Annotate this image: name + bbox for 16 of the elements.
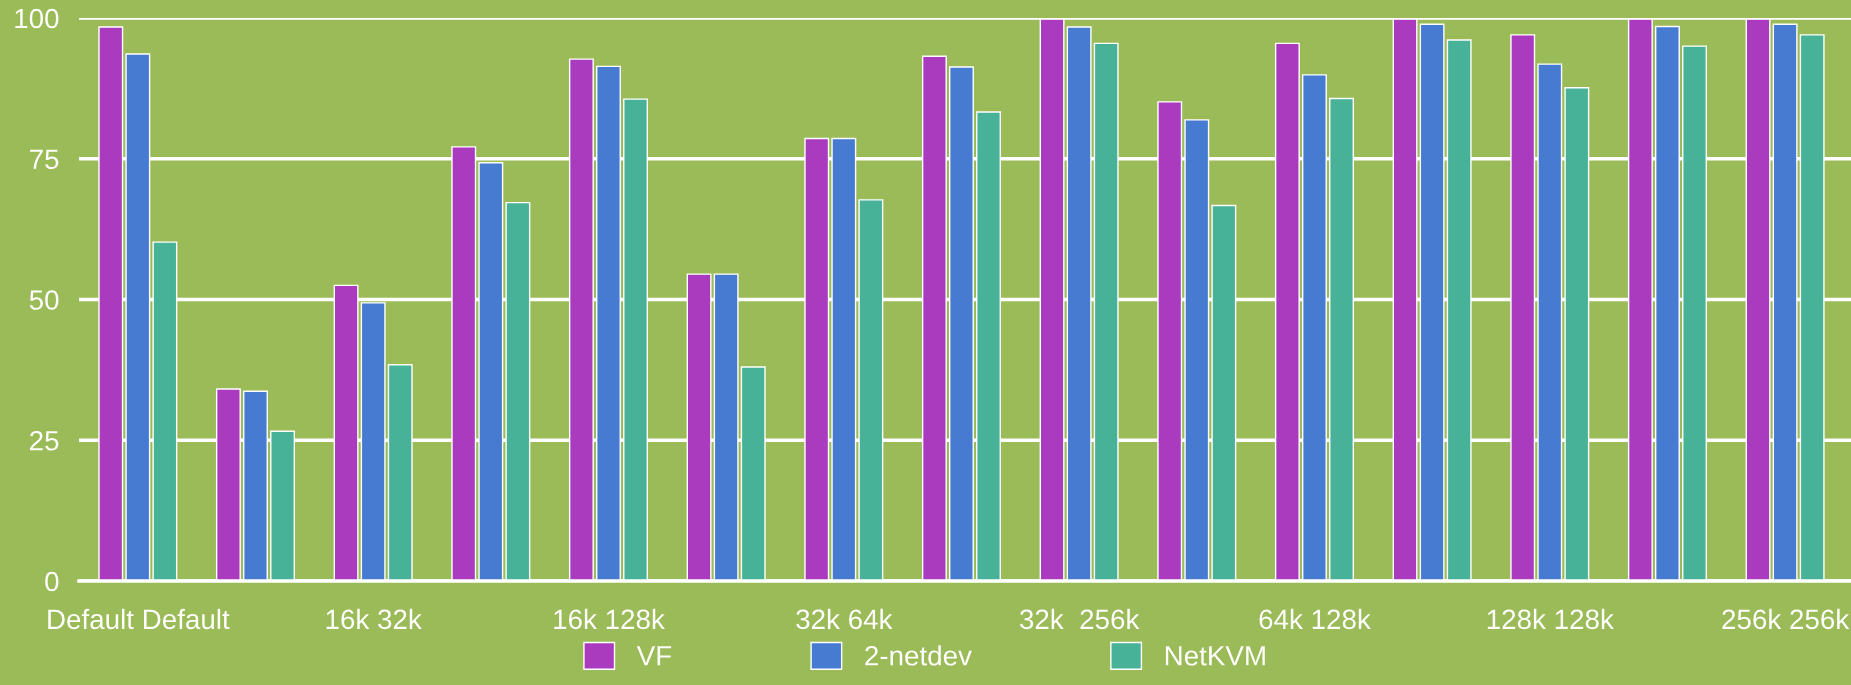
x-tick-label: 64k 128k bbox=[1259, 608, 1371, 630]
y-tick-label: 100 bbox=[15, 8, 59, 29]
legend-label: NetKVM bbox=[1165, 646, 1265, 666]
y-tick-label: 0 bbox=[45, 571, 59, 592]
y-tick-label: 75 bbox=[30, 149, 59, 170]
x-tick-label: 32k 64k bbox=[796, 608, 893, 630]
y-tick-label: 50 bbox=[29, 290, 59, 310]
x-tick-label: 32k 256k bbox=[1019, 608, 1140, 630]
legend-label: 2-netdev bbox=[865, 645, 972, 666]
x-tick-label: 16k 128k bbox=[554, 608, 665, 630]
legend-label: VF bbox=[636, 646, 672, 666]
x-tick-label: 256k 256k bbox=[1722, 608, 1850, 630]
y-tick-label: 25 bbox=[30, 430, 59, 451]
x-tick-label: 16k 32k bbox=[326, 608, 422, 630]
x-tick-label: 128k 128k bbox=[1487, 608, 1614, 630]
x-tick-label: Default Default bbox=[48, 608, 230, 630]
